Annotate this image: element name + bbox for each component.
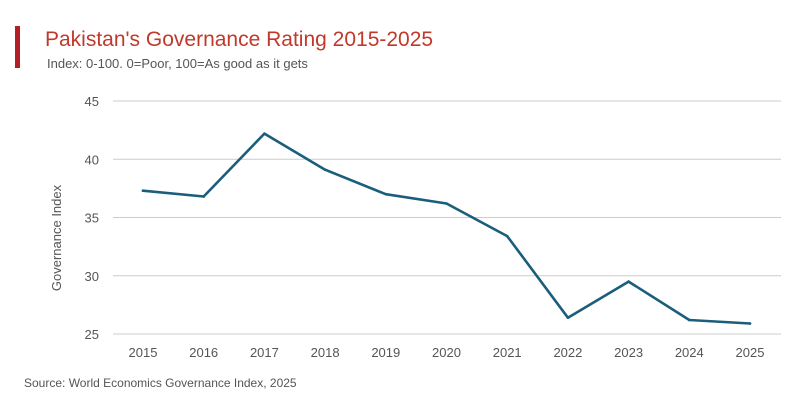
y-axis-ticks: 25 30 35 40 45 [85,94,99,342]
chart-subtitle: Index: 0-100. 0=Poor, 100=As good as it … [47,56,308,71]
y-tick-label: 45 [85,94,99,109]
x-tick-label: 2016 [189,345,218,360]
data-point-2020 [445,202,448,205]
data-point-2019 [384,192,388,196]
data-point-2025 [748,322,752,325]
series-line-governance-index [141,132,752,325]
y-tick-label: 35 [85,211,99,226]
x-tick-label: 2021 [493,345,522,360]
title-accent-bar [15,26,20,68]
data-point-2016 [202,195,205,198]
x-tick-label: 2015 [129,345,158,360]
data-point-2024 [688,318,691,322]
y-tick-label: 25 [85,327,99,342]
x-tick-label: 2023 [614,345,643,360]
x-tick-label: 2018 [311,345,340,360]
data-point-2022 [566,316,570,319]
gridlines [113,100,781,335]
data-point-2021 [505,234,509,238]
x-tick-label: 2019 [371,345,400,360]
x-tick-label: 2017 [250,345,279,360]
y-axis-title: Governance Index [49,184,64,291]
chart-title: Pakistan's Governance Rating 2015-2025 [45,28,434,51]
data-point-2018 [323,168,327,172]
data-point-2023 [627,280,630,283]
x-tick-label: 2025 [736,345,765,360]
source-note: Source: World Economics Governance Index… [24,376,297,390]
x-axis-ticks: 2015 2016 2017 2018 2019 2020 2021 2022 2023 2024… [129,345,765,360]
series [141,132,752,325]
x-tick-label: 2020 [432,345,461,360]
data-point-2015 [141,189,145,193]
x-tick-label: 2024 [675,345,704,360]
y-tick-label: 30 [85,269,99,284]
x-tick-label: 2022 [553,345,582,360]
data-point-2017 [263,132,266,135]
y-tick-label: 40 [85,152,99,167]
